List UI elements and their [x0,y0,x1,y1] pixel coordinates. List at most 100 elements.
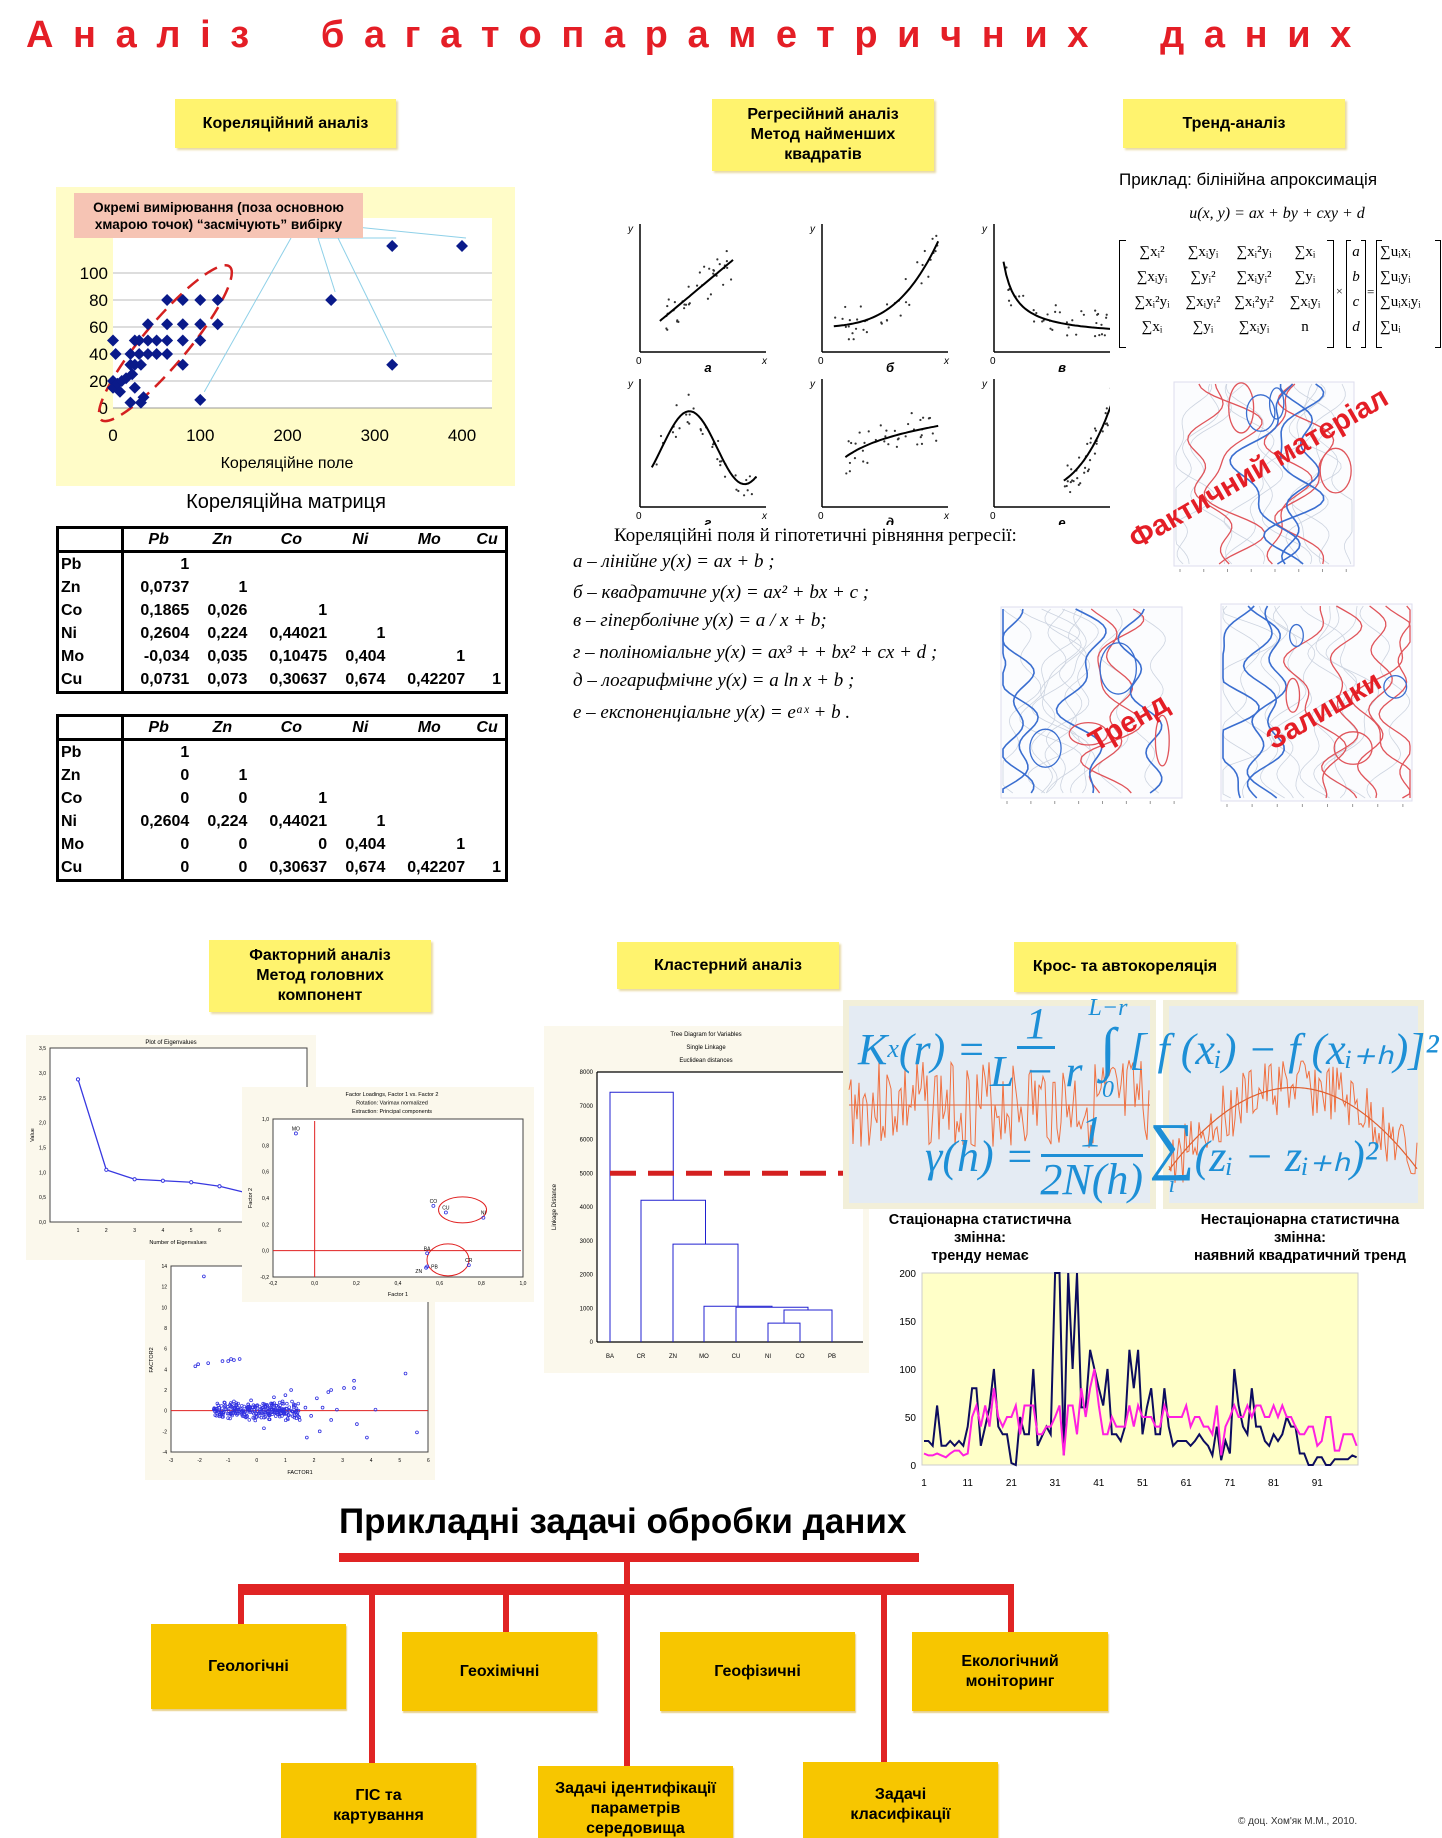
contour-loop [1228,382,1255,434]
table-corner [57,527,124,553]
regression-curve [1063,405,1110,482]
sample-dot [1096,312,1100,316]
task-box: Екологічний моніторинг [912,1632,1108,1711]
y-tick-label: 1,0 [39,1170,46,1176]
y-tick-label: 20 [89,372,108,391]
column-header: Zn [193,527,252,553]
formula-k-int-lower: 0 [1101,1077,1114,1103]
sample-dot [934,250,937,253]
contour-line [1222,605,1261,799]
sample-dot [692,407,695,410]
sample-dot [859,305,862,308]
table-cell [193,552,251,577]
contour-line [1222,606,1278,799]
formula-g-sum: ∑ i [1149,1114,1195,1197]
sample-dot [671,431,675,434]
vector-cell: d [1352,319,1360,335]
sample-dot [935,234,938,237]
table-cell: 0,224 [207,812,248,830]
data-point [220,1415,225,1419]
regression-equation: г – поліноміальне y(x) = ax³ + + bx² + c… [573,642,938,663]
y-axis-label: y [627,379,634,390]
sample-dot [1100,333,1104,336]
x-tick-label: 6 [427,1458,430,1464]
leaf-label: BA [606,1354,614,1360]
factor-loadings-chart: Factor Loadings, Factor 1 vs. Factor 2 Ro… [242,1087,534,1302]
sample-dot [895,445,898,448]
data-point [309,1414,313,1418]
table-cell: 0,674 [345,858,386,876]
table-header-row: Pb Zn Co Ni Mo Cu [57,527,507,553]
table-cell: 0,2604 [140,624,190,642]
x-tick-label: -2 [197,1458,202,1464]
data-point [237,1408,242,1412]
matrix-cell: ∑yᵢ [1294,269,1316,285]
sample-dot [706,297,710,300]
data-point [261,1412,266,1416]
data-point [296,1414,300,1418]
section-factor-label: Факторний аналіз Метод головних компонен… [209,940,431,1012]
data-point [296,1401,301,1406]
data-point [315,1396,319,1401]
x-tick-label: 300 [361,426,389,445]
data-point [194,318,207,331]
data-point [386,358,399,371]
y-axis-label: FACTOR2 [149,1347,155,1372]
data-point [373,1407,378,1412]
data-point [481,1215,486,1220]
sample-dot [883,440,886,443]
x-tick-label: 0 [255,1458,258,1464]
data-point [234,1405,239,1410]
tree-connector [881,1590,887,1762]
regression-equation: е – експоненціальне y(x) = eᵃˣ + b . [573,702,851,723]
data-point [133,334,146,347]
row-header: Co [57,599,124,622]
table-cell [331,552,389,577]
data-point [305,1435,309,1440]
contour-line [1289,383,1335,565]
rhs-cell: ∑uᵢ [1380,319,1401,335]
data-point [258,1410,262,1414]
formula-g-fraction: 1 2N(h) [1040,1110,1143,1203]
sample-dot [1089,441,1092,444]
x-tick-label: 3 [341,1458,344,1464]
x-axis-label: x [761,511,768,522]
y-tick-label: 0 [590,1340,594,1346]
matrix-cell: ∑xᵢ²yᵢ [1236,244,1272,260]
table-cell [331,787,389,810]
origin-label: 0 [990,511,996,522]
contour-line [1283,606,1347,799]
table-cell [331,599,389,622]
variogram-formula: γ(h) = 1 2N(h) ∑ i (zᵢ − zᵢ₊ₕ)² [925,1110,1378,1203]
section-cluster-text: Кластерний аналіз [653,956,803,974]
task-box: Задачі класифікації [803,1762,998,1838]
leaf-label: ZN [669,1354,677,1360]
sample-dot [1070,468,1073,471]
table-cell [389,552,469,577]
sample-dot [1054,310,1057,314]
table-cell: 0 [238,789,248,807]
section-factor-line: Факторний аналіз [249,947,391,964]
x-tick-label: 31 [1050,1478,1062,1489]
data-point [352,1378,356,1383]
data-point [352,1386,356,1390]
data-point [240,1403,244,1408]
data-point [226,1359,230,1363]
vector-bracket-right [1361,240,1366,348]
section-regression-line: Регресійний аналіз [747,106,899,123]
x-tick-label: 3 [133,1228,136,1234]
sample-dot [844,325,847,328]
vector-cell: c [1352,294,1360,310]
sample-dot [844,305,847,309]
sample-dot [1105,316,1108,319]
row-header: Zn [57,764,124,787]
table-cell [469,622,506,645]
tree-connector [503,1590,509,1632]
regression-panel-logarithmic: y x 0 д [809,379,950,525]
data-point [176,358,189,371]
chart-title-line: Extraction: Principal components [352,1109,432,1115]
contour-loop [1245,394,1276,432]
table-header-row: Pb Zn Co Ni Mo Cu [57,715,507,741]
applied-tasks-title: Прикладні задачі обробки даних [339,1502,907,1541]
sample-dot [735,488,738,491]
